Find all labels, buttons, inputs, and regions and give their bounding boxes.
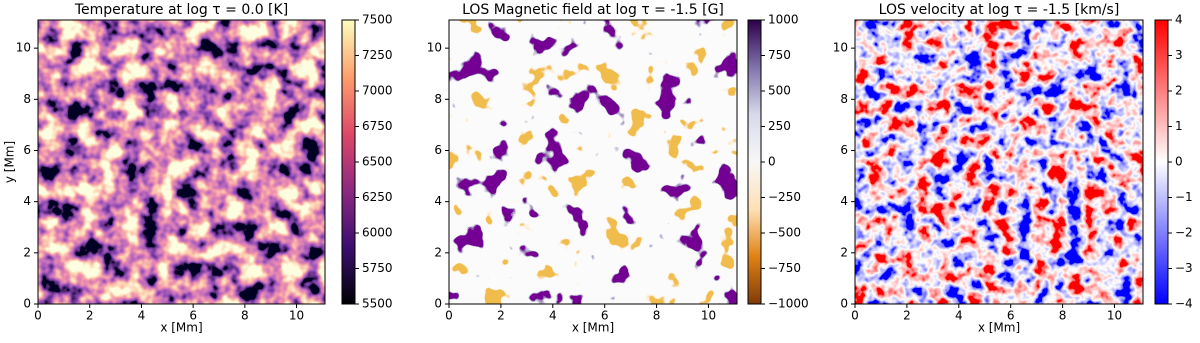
colorbar-tick-label: 0 [768,155,776,169]
y-tick-label: 0 [23,297,31,311]
y-tick-label: 10 [16,41,31,55]
colorbar-tick-label: 6750 [362,119,393,133]
colorbar-tick-label: 6250 [362,190,393,204]
colorbar-tick-label: −4 [1175,297,1193,311]
y-tick-label: 0 [434,297,442,311]
colorbar-tick-label: 500 [768,84,791,98]
colorbar-tick-label: −750 [768,261,801,275]
y-tick-label: 6 [434,143,442,157]
x-tick-label: 2 [86,309,94,323]
chart-title: LOS velocity at log τ = -1.5 [km/s] [879,2,1120,18]
colorbar-tick-label: 750 [768,48,791,62]
y-tick-label: 8 [23,92,31,106]
axes-frame [448,19,738,305]
colorbar-tick-label: 0 [1175,155,1183,169]
colorbar-tick-label: 7250 [362,48,393,62]
y-tick-label: 2 [840,245,848,259]
y-tick-label: 10 [833,41,848,55]
x-tick-label: 6 [1007,309,1015,323]
colorbar [747,19,762,305]
colorbar-tick-label: 5750 [362,261,393,275]
heatmap-image [855,20,1143,304]
colorbar-tick-label: −250 [768,190,801,204]
x-axis-label: x [Mm] [978,321,1020,335]
x-tick-label: 6 [189,309,197,323]
colorbar-tick-label: 5500 [362,297,393,311]
colorbar-tick-label: −1 [1175,190,1193,204]
y-tick-label: 8 [840,92,848,106]
colorbar [341,19,356,305]
x-axis-label: x [Mm] [572,321,614,335]
x-tick-label: 10 [289,309,304,323]
x-tick-label: 10 [701,309,716,323]
colorbar [1154,19,1169,305]
y-tick-label: 4 [434,194,442,208]
x-tick-label: 8 [241,309,249,323]
y-tick-label: 6 [23,143,31,157]
y-tick-label: 2 [23,245,31,259]
x-tick-label: 6 [601,309,609,323]
x-tick-label: 4 [138,309,146,323]
axes-frame [854,19,1144,305]
colorbar-tick-label: 6500 [362,155,393,169]
x-tick-label: 4 [955,309,963,323]
x-tick-label: 2 [903,309,911,323]
x-tick-label: 4 [549,309,557,323]
x-tick-label: 2 [497,309,505,323]
colorbar-tick-label: 7500 [362,13,393,27]
colorbar-tick-label: 250 [768,119,791,133]
x-tick-label: 8 [653,309,661,323]
axes-frame [37,19,326,305]
x-tick-label: 8 [1059,309,1067,323]
colorbar-tick-label: 6000 [362,226,393,240]
colorbar-tick-label: −3 [1175,261,1193,275]
y-tick-label: 0 [840,297,848,311]
chart-title: Temperature at log τ = 0.0 [K] [74,2,288,18]
colorbar-tick-label: −1000 [768,297,809,311]
colorbar-tick-label: −2 [1175,226,1193,240]
colorbar-tick-label: 1000 [768,13,799,27]
x-tick-label: 0 [34,309,42,323]
x-tick-label: 0 [445,309,453,323]
colorbar-tick-label: 7000 [362,84,393,98]
x-tick-label: 10 [1107,309,1122,323]
y-tick-label: 6 [840,143,848,157]
x-tick-label: 0 [851,309,859,323]
chart-title: LOS Magnetic field at log τ = -1.5 [G] [462,2,724,18]
y-tick-label: 4 [840,194,848,208]
colorbar-tick-label: 4 [1175,13,1183,27]
y-tick-label: 2 [434,245,442,259]
colorbar-tick-label: 2 [1175,84,1183,98]
y-axis-label: y [Mm] [3,141,17,183]
x-axis-label: x [Mm] [160,321,202,335]
colorbar-tick-label: 1 [1175,119,1183,133]
colorbar-tick-label: −500 [768,226,801,240]
y-tick-label: 10 [427,41,442,55]
colorbar-tick-label: 3 [1175,48,1183,62]
y-tick-label: 4 [23,194,31,208]
heatmap-image [38,20,325,304]
heatmap-image [449,20,737,304]
y-tick-label: 8 [434,92,442,106]
